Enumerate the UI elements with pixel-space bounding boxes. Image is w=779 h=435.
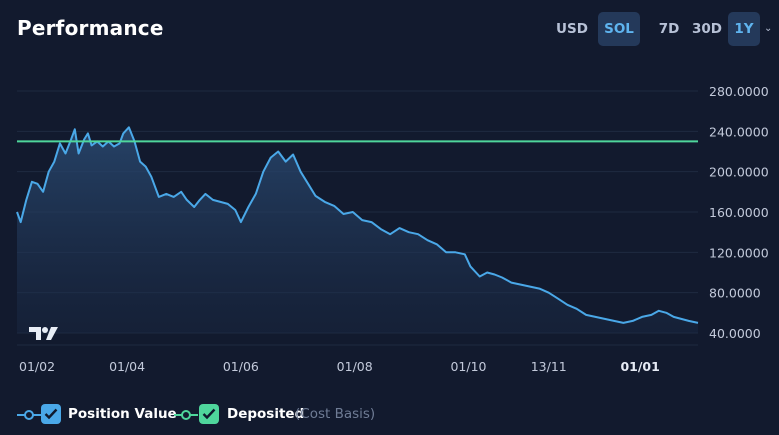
position-value-area [17,127,698,333]
x-tick-label: 01/01 [620,359,659,374]
deposited-legend-label: Deposited [227,406,305,422]
position-value-legend-label: Position Value [68,406,177,422]
currency-sol-button[interactable]: SOL [598,12,640,46]
x-tick-label: 01/10 [450,359,486,374]
y-tick-label: 120.0000 [709,245,769,260]
x-tick-label: 01/04 [109,359,145,374]
y-tick-label: 160.0000 [709,205,769,220]
x-tick-label: 01/06 [223,359,259,374]
chevron-down-icon[interactable]: ⌄ [764,23,773,34]
position-value-line [16,126,699,324]
position-value-legend-dot-icon [24,410,34,420]
y-tick-label: 40.0000 [709,326,761,341]
y-tick-label: 80.0000 [709,286,761,301]
x-tick-label: 01/02 [19,359,55,374]
performance-chart: 40.0000 80.0000 120.0000 160.0000 200.0000 24… [16,84,769,374]
tradingview-logo [29,325,59,345]
y-tick-label: 200.0000 [709,165,769,180]
checkmark-icon [202,408,216,420]
deposited-legend-dot-icon [181,410,191,420]
chart-legend: Position Value Deposited (Cost Basis) [0,402,779,428]
y-tick-label: 240.0000 [709,124,769,139]
range-7d-button[interactable]: 7D [658,21,680,37]
checkmark-icon [44,408,58,420]
page-title: Performance [17,16,164,40]
chart-controls: USD SOL 7D 30D 1Y [0,12,779,46]
currency-usd-button[interactable]: USD [556,21,588,37]
position-value-checkbox[interactable] [41,404,61,424]
range-1y-button[interactable]: 1Y [728,12,760,46]
y-tick-label: 280.0000 [709,84,769,99]
x-tick-label: 01/08 [337,359,373,374]
x-tick-label: 13/11 [531,359,567,374]
cost-basis-legend-sublabel: (Cost Basis) [295,406,376,422]
range-30d-button[interactable]: 30D [692,21,722,37]
deposited-checkbox[interactable] [199,404,219,424]
